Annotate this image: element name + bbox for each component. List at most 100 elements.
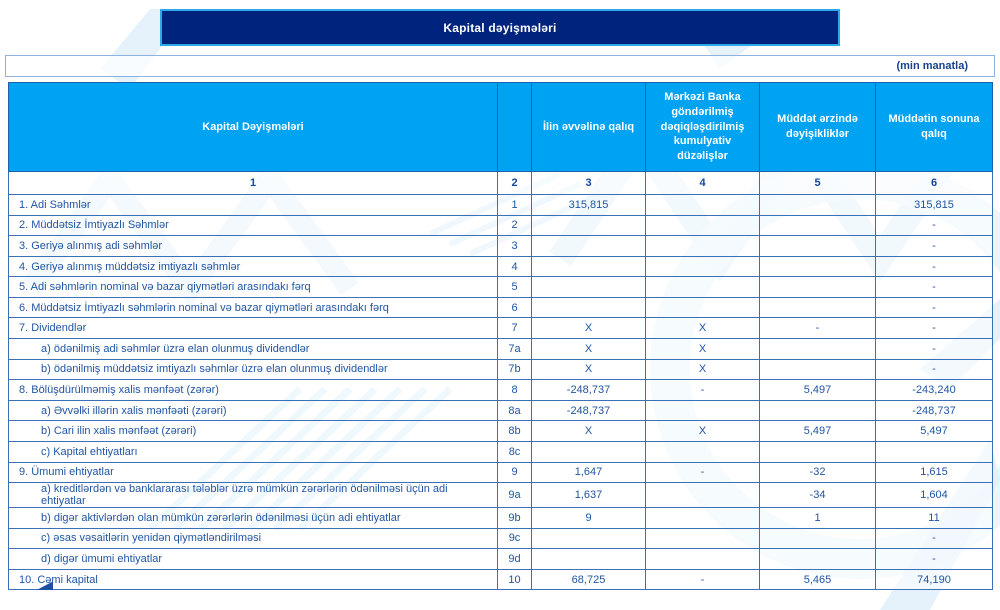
row-label: c) əsas vəsaitlərin yenidən qiymətləndir… xyxy=(8,527,498,550)
table-row: 9. Ümumi ehtiyatlar 9 1,647 - -32 1,615 xyxy=(8,461,993,484)
column-number: 5 xyxy=(759,171,876,195)
page-title: Kapital dəyişmələri xyxy=(160,9,840,46)
table-row: 10. Cəmi kapital 10 68,725 - 5,465 74,19… xyxy=(8,568,993,591)
row-label: a) ödənilmiş adi səhmlər üzrə elan olunm… xyxy=(8,338,498,360)
opening-balance-value: 1,647 xyxy=(531,461,646,484)
opening-balance-value: 9 xyxy=(531,507,646,529)
period-changes-value: -32 xyxy=(759,461,876,484)
column-numbers-row: 1 2 3 4 5 6 xyxy=(8,171,993,195)
opening-balance-value: X xyxy=(531,358,646,381)
row-label: 6. Müddətsiz İmtiyazlı səhmlərin nominal… xyxy=(8,296,498,319)
table-header-row: Kapital Dəyişmələri İlin əvvəlinə qalıq … xyxy=(8,82,993,172)
row-label: d) digər ümumi ehtiyatlar xyxy=(8,548,498,570)
table-row: 3. Geriyə alınmış adi səhmlər 3 - xyxy=(8,235,993,257)
cumulative-adjustments-value: - xyxy=(645,568,760,591)
opening-balance-value xyxy=(531,548,646,570)
opening-balance-value: 315,815 xyxy=(531,194,646,216)
table-row: a) kreditlərdən və banklararası tələblər… xyxy=(8,482,993,509)
cumulative-adjustments-value: X xyxy=(645,317,760,340)
period-changes-value: 5,497 xyxy=(759,379,876,401)
opening-balance-value: X xyxy=(531,317,646,340)
table-row: b) Cari ilin xalis mənfəət (zərəri) 8b X… xyxy=(8,420,993,442)
logo-arrow-icon xyxy=(36,581,53,591)
row-number: 7b xyxy=(497,358,532,381)
capital-changes-table: Kapital Dəyişmələri İlin əvvəlinə qalıq … xyxy=(8,82,993,591)
period-changes-value xyxy=(759,548,876,570)
closing-balance-value: - xyxy=(875,527,993,550)
opening-balance-value xyxy=(531,527,646,550)
row-number: 9b xyxy=(497,507,532,529)
table-row: b) digər aktivlərdən olan mümkün zərərlə… xyxy=(8,507,993,529)
cumulative-adjustments-value xyxy=(645,255,760,278)
column-header-cumulative-adjustments: Mərkəzi Banka göndərilmiş dəqiqləşdirilm… xyxy=(645,82,760,172)
closing-balance-value: - xyxy=(875,255,993,278)
opening-balance-value: -248,737 xyxy=(531,399,646,422)
period-changes-value xyxy=(759,235,876,257)
row-number: 8c xyxy=(497,440,532,463)
period-changes-value xyxy=(759,255,876,278)
period-changes-value xyxy=(759,276,876,298)
closing-balance-value: 1,604 xyxy=(875,482,993,509)
cumulative-adjustments-value xyxy=(645,507,760,529)
table-row: a) Əvvəlki illərin xalis mənfəəti (zərər… xyxy=(8,399,993,422)
cumulative-adjustments-value xyxy=(645,440,760,463)
opening-balance-value xyxy=(531,296,646,319)
row-number: 2 xyxy=(497,214,532,237)
column-number: 1 xyxy=(8,171,498,195)
row-label: c) Kapital ehtiyatları xyxy=(8,440,498,463)
column-number: 3 xyxy=(531,171,646,195)
opening-balance-value: X xyxy=(531,420,646,442)
closing-balance-value: 74,190 xyxy=(875,568,993,591)
period-changes-value: - xyxy=(759,317,876,340)
period-changes-value: -34 xyxy=(759,482,876,509)
row-label: 7. Dividendlər xyxy=(8,317,498,340)
column-number: 6 xyxy=(875,171,993,195)
row-label: 2. Müddətsiz İmtiyazlı Səhmlər xyxy=(8,214,498,237)
row-number: 4 xyxy=(497,255,532,278)
closing-balance-value: 1,615 xyxy=(875,461,993,484)
closing-balance-value: - xyxy=(875,317,993,340)
row-label: 9. Ümumi ehtiyatlar xyxy=(8,461,498,484)
period-changes-value xyxy=(759,214,876,237)
table-row: 5. Adi səhmlərin nominal və bazar qiymət… xyxy=(8,276,993,298)
row-number: 8 xyxy=(497,379,532,401)
cumulative-adjustments-value xyxy=(645,296,760,319)
row-number: 8b xyxy=(497,420,532,442)
row-number: 9a xyxy=(497,482,532,509)
opening-balance-value xyxy=(531,440,646,463)
period-changes-value: 5,465 xyxy=(759,568,876,591)
opening-balance-value xyxy=(531,276,646,298)
table-row: c) Kapital ehtiyatları 8c xyxy=(8,440,993,463)
period-changes-value xyxy=(759,194,876,216)
row-label: 5. Adi səhmlərin nominal və bazar qiymət… xyxy=(8,276,498,298)
cumulative-adjustments-value xyxy=(645,482,760,509)
cumulative-adjustments-value: X xyxy=(645,338,760,360)
opening-balance-value xyxy=(531,235,646,257)
table-body: 1. Adi Səhmlər 1 315,815 315,815 2. Müdd… xyxy=(8,194,993,591)
cumulative-adjustments-value: - xyxy=(645,379,760,401)
row-label: 4. Geriyə alınmış müddətsiz imtiyazlı sə… xyxy=(8,255,498,278)
row-label: b) digər aktivlərdən olan mümkün zərərlə… xyxy=(8,507,498,529)
period-changes-value xyxy=(759,399,876,422)
closing-balance-value: -243,240 xyxy=(875,379,993,401)
column-number: 2 xyxy=(497,171,532,195)
row-number: 10 xyxy=(497,568,532,591)
opening-balance-value xyxy=(531,255,646,278)
row-number: 3 xyxy=(497,235,532,257)
closing-balance-value: - xyxy=(875,214,993,237)
row-label: a) kreditlərdən və banklararası tələblər… xyxy=(8,482,498,509)
closing-balance-value: 11 xyxy=(875,507,993,529)
period-changes-value xyxy=(759,527,876,550)
row-number: 7 xyxy=(497,317,532,340)
closing-balance-value xyxy=(875,440,993,463)
column-number: 4 xyxy=(645,171,760,195)
period-changes-value xyxy=(759,338,876,360)
table-row: 6. Müddətsiz İmtiyazlı səhmlərin nominal… xyxy=(8,296,993,319)
row-label: 1. Adi Səhmlər xyxy=(8,194,498,216)
cumulative-adjustments-value xyxy=(645,194,760,216)
cumulative-adjustments-value xyxy=(645,276,760,298)
opening-balance-value xyxy=(531,214,646,237)
table-row: b) ödənilmiş müddətsiz imtiyazlı səhmlər… xyxy=(8,358,993,381)
cumulative-adjustments-value xyxy=(645,214,760,237)
period-changes-value xyxy=(759,296,876,319)
